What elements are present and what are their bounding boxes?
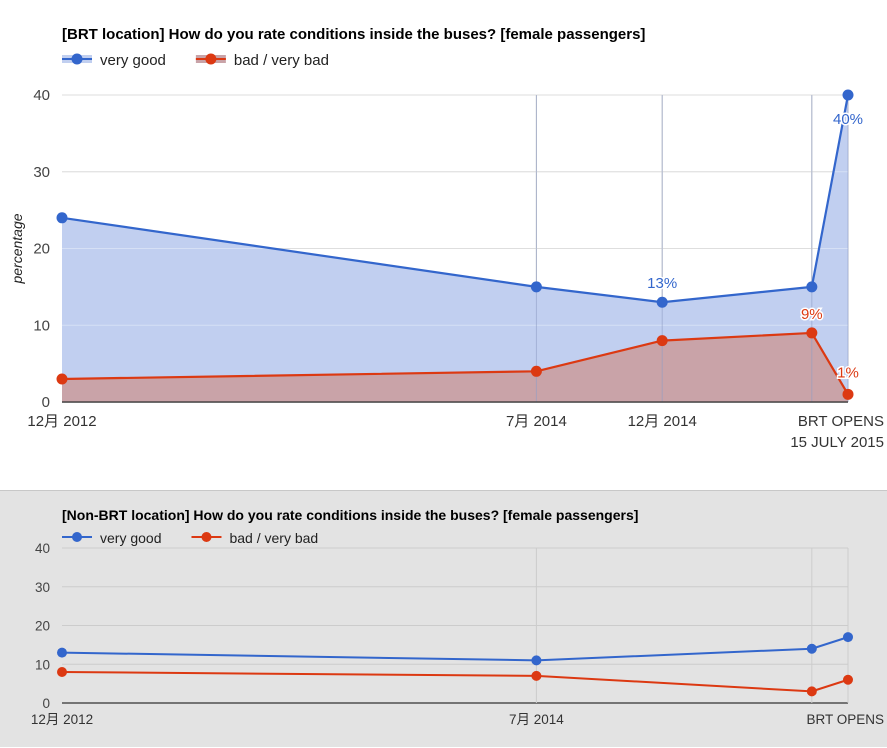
data-label: 9%: [801, 306, 823, 323]
legend-item: bad / very bad: [191, 530, 318, 546]
y-axis-label: percentage: [9, 213, 25, 284]
y-tick-label: 20: [35, 619, 50, 634]
data-point: [842, 89, 854, 101]
y-tick-label: 40: [35, 541, 50, 556]
legend-marker: [205, 53, 217, 65]
data-label: 13%: [647, 275, 677, 292]
data-label: 1%: [837, 364, 859, 381]
legend-item: bad / very bad: [195, 52, 329, 69]
series-area: [62, 332, 848, 402]
data-point: [656, 296, 668, 308]
data-point: [806, 281, 818, 293]
data-point: [530, 365, 542, 377]
data-point: [531, 655, 542, 666]
y-tick-label: 30: [35, 580, 50, 595]
x-tick-label: BRT OPENS: [806, 712, 884, 727]
legend-label: bad / very bad: [234, 52, 329, 69]
data-point: [57, 647, 67, 658]
series-area: [62, 95, 848, 402]
data-point: [530, 281, 542, 293]
x-tick-label: 12月 2012: [31, 712, 93, 727]
chart-title: [Non-BRT location] How do you rate condi…: [62, 507, 638, 523]
legend-marker: [72, 532, 82, 542]
data-point: [806, 327, 818, 339]
legend-label: very good: [100, 52, 166, 69]
data-point: [656, 335, 668, 347]
y-tick-label: 10: [35, 657, 50, 672]
brt-chart: [BRT location] How do you rate condition…: [9, 26, 884, 451]
series-line: [61, 636, 849, 662]
data-label: 40%: [833, 111, 863, 128]
legend-label: bad / very bad: [229, 530, 318, 546]
y-tick-label: 0: [42, 394, 50, 411]
legend-marker: [201, 532, 212, 542]
data-point: [56, 373, 68, 385]
y-tick-label: 10: [33, 317, 50, 334]
data-point: [843, 632, 853, 643]
x-tick-label: 15 JULY 2015: [790, 434, 884, 451]
y-tick-label: 20: [33, 241, 50, 258]
legend-label: very good: [100, 530, 161, 546]
series-line: [61, 671, 849, 693]
brt-chart-panel: [BRT location] How do you rate condition…: [9, 26, 884, 451]
legend-item: very good: [62, 52, 166, 69]
non-brt-chart-panel: [Non-BRT location] How do you rate condi…: [0, 490, 887, 747]
y-tick-label: 40: [33, 87, 50, 104]
legend-marker: [71, 53, 83, 65]
data-point: [843, 674, 853, 685]
non-brt-chart: [Non-BRT location] How do you rate condi…: [31, 507, 884, 727]
y-tick-label: 30: [33, 164, 50, 181]
x-tick-label: BRT OPENS: [798, 413, 884, 430]
data-point: [806, 686, 817, 697]
data-point: [531, 670, 542, 681]
x-tick-label: 7月 2014: [509, 712, 564, 727]
y-tick-label: 0: [42, 696, 50, 711]
x-tick-label: 12月 2014: [628, 413, 697, 430]
data-point: [56, 212, 68, 224]
data-point: [806, 643, 817, 654]
x-tick-label: 12月 2012: [27, 413, 96, 430]
legend-item: very good: [62, 530, 161, 546]
x-tick-label: 7月 2014: [506, 413, 567, 430]
data-point: [842, 388, 854, 400]
data-point: [57, 667, 67, 677]
chart-title: [BRT location] How do you rate condition…: [62, 26, 645, 43]
